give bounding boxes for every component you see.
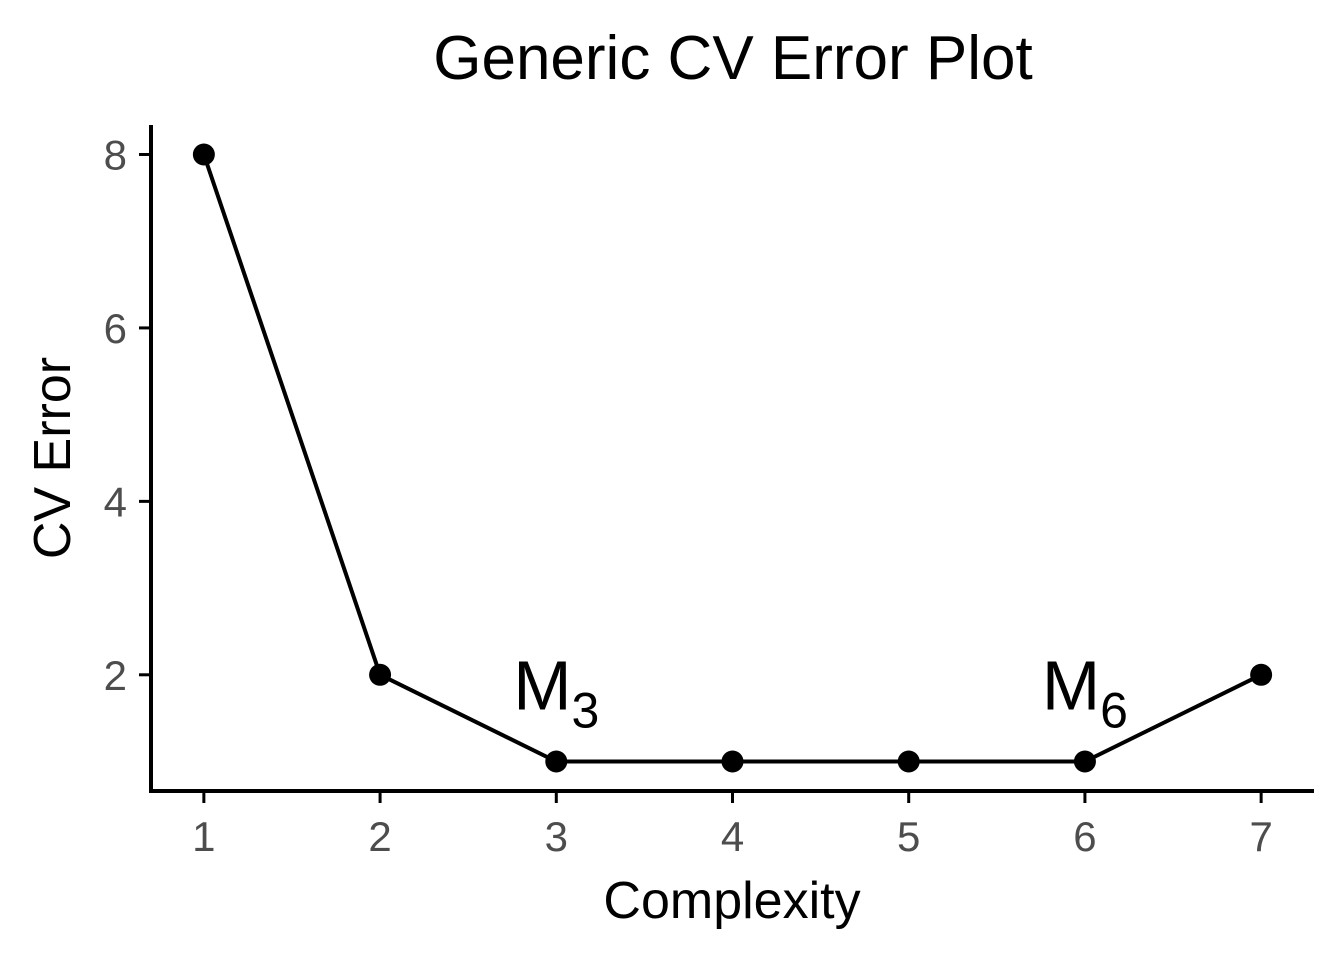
- x-tick-label: 2: [368, 813, 391, 860]
- annotation-label: M6: [1042, 646, 1128, 738]
- y-axis-title: CV Error: [24, 357, 82, 559]
- data-point: [369, 663, 392, 686]
- y-tick-label: 8: [104, 131, 127, 178]
- annotations: M3 M6: [513, 646, 1128, 738]
- series-line: [201, 153, 1263, 764]
- annotation-subscript: 6: [1100, 682, 1128, 738]
- x-tick-label: 4: [721, 813, 744, 860]
- x-tick-label: 5: [897, 813, 920, 860]
- annotation-main: M: [1042, 646, 1100, 724]
- x-axis-title: Complexity: [603, 872, 860, 930]
- chart-title: Generic CV Error Plot: [433, 24, 1033, 93]
- data-point: [897, 750, 920, 773]
- annotation-subscript: 3: [572, 682, 600, 738]
- x-tick-label: 7: [1249, 813, 1272, 860]
- data-point: [1073, 750, 1096, 773]
- annotation-label: M3: [513, 646, 599, 738]
- x-tick-label: 6: [1073, 813, 1096, 860]
- y-tick-label: 2: [104, 652, 127, 699]
- data-point: [1250, 663, 1273, 686]
- annotation-main: M: [513, 646, 571, 724]
- y-tick-label: 4: [104, 478, 127, 525]
- series: [192, 143, 1273, 773]
- data-point: [192, 143, 215, 166]
- ticks: 1 2 3 4 5 6 7 2 4 6 8: [104, 131, 1273, 860]
- data-point: [545, 750, 568, 773]
- y-tick-label: 6: [104, 305, 127, 352]
- x-tick-label: 1: [192, 813, 215, 860]
- data-point: [721, 750, 744, 773]
- axes: [149, 125, 1314, 793]
- x-tick-label: 3: [545, 813, 568, 860]
